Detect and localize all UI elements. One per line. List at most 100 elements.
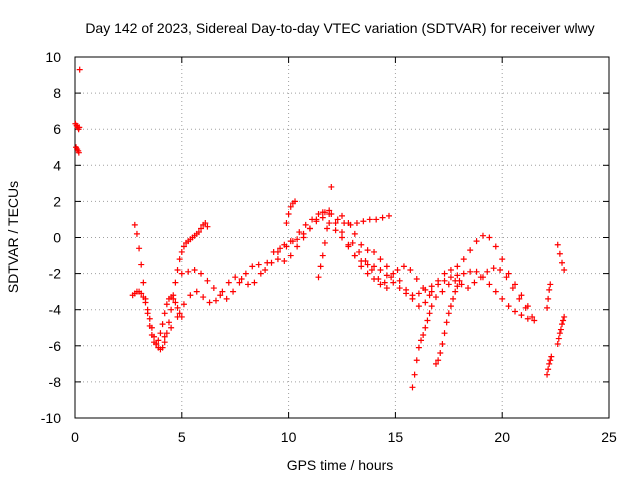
data-point-arc-e: [473, 268, 480, 275]
data-point-arc-e: [306, 225, 313, 232]
data-point-arc-c: [366, 216, 373, 223]
data-point-arc-a: [138, 290, 145, 297]
data-point-arc-d: [249, 263, 256, 270]
data-point-arc-a: [178, 248, 185, 255]
data-point-arc-e: [518, 312, 525, 319]
data-point-arc-g: [439, 288, 446, 295]
data-point-arc-a: [168, 306, 175, 313]
y-axis-label: SDTVAR / TECUs: [5, 181, 21, 293]
data-point-arc-e: [512, 308, 519, 315]
data-point-arc-c: [180, 301, 187, 308]
data-point-arc-i: [452, 288, 459, 295]
data-point-arc-f: [403, 286, 410, 293]
data-point-arc-b: [153, 340, 160, 347]
data-point-arc-f: [409, 295, 416, 302]
data-point-arc-i: [454, 283, 461, 290]
data-point-arc-j: [315, 274, 322, 281]
data-point-arc-h: [424, 317, 431, 324]
data-point-arc-c: [219, 288, 226, 295]
data-point-arc-i: [456, 277, 463, 284]
data-point-arc-f: [467, 247, 474, 254]
data-point-arc-f: [371, 248, 378, 255]
data-point-arc-e: [524, 315, 531, 322]
data-point-arc-b: [131, 221, 138, 228]
data-point-arc-m: [561, 313, 568, 320]
data-point-arc-m: [554, 241, 561, 248]
data-point-arc-d: [204, 277, 211, 284]
data-point-arc-b: [176, 310, 183, 317]
data-point-arc-j: [326, 207, 333, 214]
data-point-arc-c: [161, 333, 168, 340]
gridlines: [75, 57, 609, 418]
data-point-arc-a: [174, 266, 181, 273]
data-point-arc-e: [486, 281, 493, 288]
data-point-arc-m: [556, 330, 563, 337]
data-point-arc-e: [441, 277, 448, 284]
data-point-arc-c: [385, 212, 392, 219]
data-point-arc-e: [460, 270, 467, 277]
data-point-arc-b: [159, 321, 166, 328]
y-tick-label: -6: [49, 338, 62, 354]
y-tick-label: 2: [53, 193, 61, 209]
data-point-arc-d: [198, 270, 205, 277]
data-point-arc-j: [317, 263, 324, 270]
data-point-arc-e: [364, 261, 371, 268]
data-point-arc-a: [202, 220, 209, 227]
data-point-arc-g: [400, 263, 407, 270]
data-point-arc-b: [138, 261, 145, 268]
data-point-arc-h: [420, 331, 427, 338]
data-point-arc-i: [437, 350, 444, 357]
data-point-arc-e: [281, 257, 288, 264]
data-point-arc-e: [313, 218, 320, 225]
data-points: [72, 66, 568, 391]
data-point-arc-l: [547, 281, 554, 288]
data-point-arc-g: [516, 295, 523, 302]
y-tick-label: 6: [53, 121, 61, 137]
x-tick-label: 10: [281, 429, 297, 445]
data-point-arc-m: [560, 317, 567, 324]
data-point-arc-start: [76, 124, 83, 131]
data-point-arc-e: [339, 234, 345, 241]
data-point-arc-f: [492, 243, 499, 250]
data-point-arc-a: [146, 315, 153, 322]
data-point-arc-b: [155, 337, 162, 344]
data-point-arc-a: [163, 330, 170, 337]
data-point-arc-m: [559, 321, 566, 328]
data-point-arc-g: [445, 281, 452, 288]
data-point-arc-d: [262, 266, 269, 273]
data-point-arc-g: [503, 274, 510, 281]
data-point-arc-a: [195, 229, 202, 236]
data-point-arc-l: [545, 366, 552, 373]
data-point-arc-i: [432, 360, 439, 367]
data-point-arc-d: [274, 248, 281, 255]
data-point-arc-g: [471, 279, 478, 286]
data-point-arc-c: [212, 297, 219, 304]
data-point-arc-i: [439, 340, 446, 347]
data-point-arc-c: [206, 299, 213, 306]
data-point-arc-e: [396, 285, 403, 292]
data-point-arc-e: [300, 234, 307, 241]
data-point-arc-l: [546, 286, 553, 293]
data-point-arc-a: [198, 225, 205, 232]
data-point-arc-c: [373, 216, 380, 223]
data-point-arc-e: [415, 290, 422, 297]
data-point-arc-c: [225, 279, 232, 286]
data-point-arc-m: [561, 266, 568, 273]
data-point-arc-g: [426, 292, 433, 299]
y-tick-label: -8: [49, 374, 62, 390]
data-point-arc-f: [512, 281, 519, 288]
data-point-arc-e: [447, 274, 454, 281]
data-point-arc-c: [315, 211, 322, 218]
data-point-arc-e: [294, 243, 301, 250]
data-point-arc-c: [334, 216, 341, 223]
data-point-arc-a: [165, 319, 172, 326]
data-point-arc-d: [185, 268, 192, 275]
data-point-arc-d: [358, 263, 365, 270]
data-point-arc-h: [411, 371, 418, 378]
x-tick-label: 20: [494, 429, 510, 445]
data-point-arc-e: [351, 252, 358, 259]
data-point-arc-j: [321, 239, 328, 246]
data-point-arc-a: [204, 223, 211, 230]
data-point-arc-e: [377, 266, 384, 273]
data-point-arc-g: [349, 239, 356, 246]
